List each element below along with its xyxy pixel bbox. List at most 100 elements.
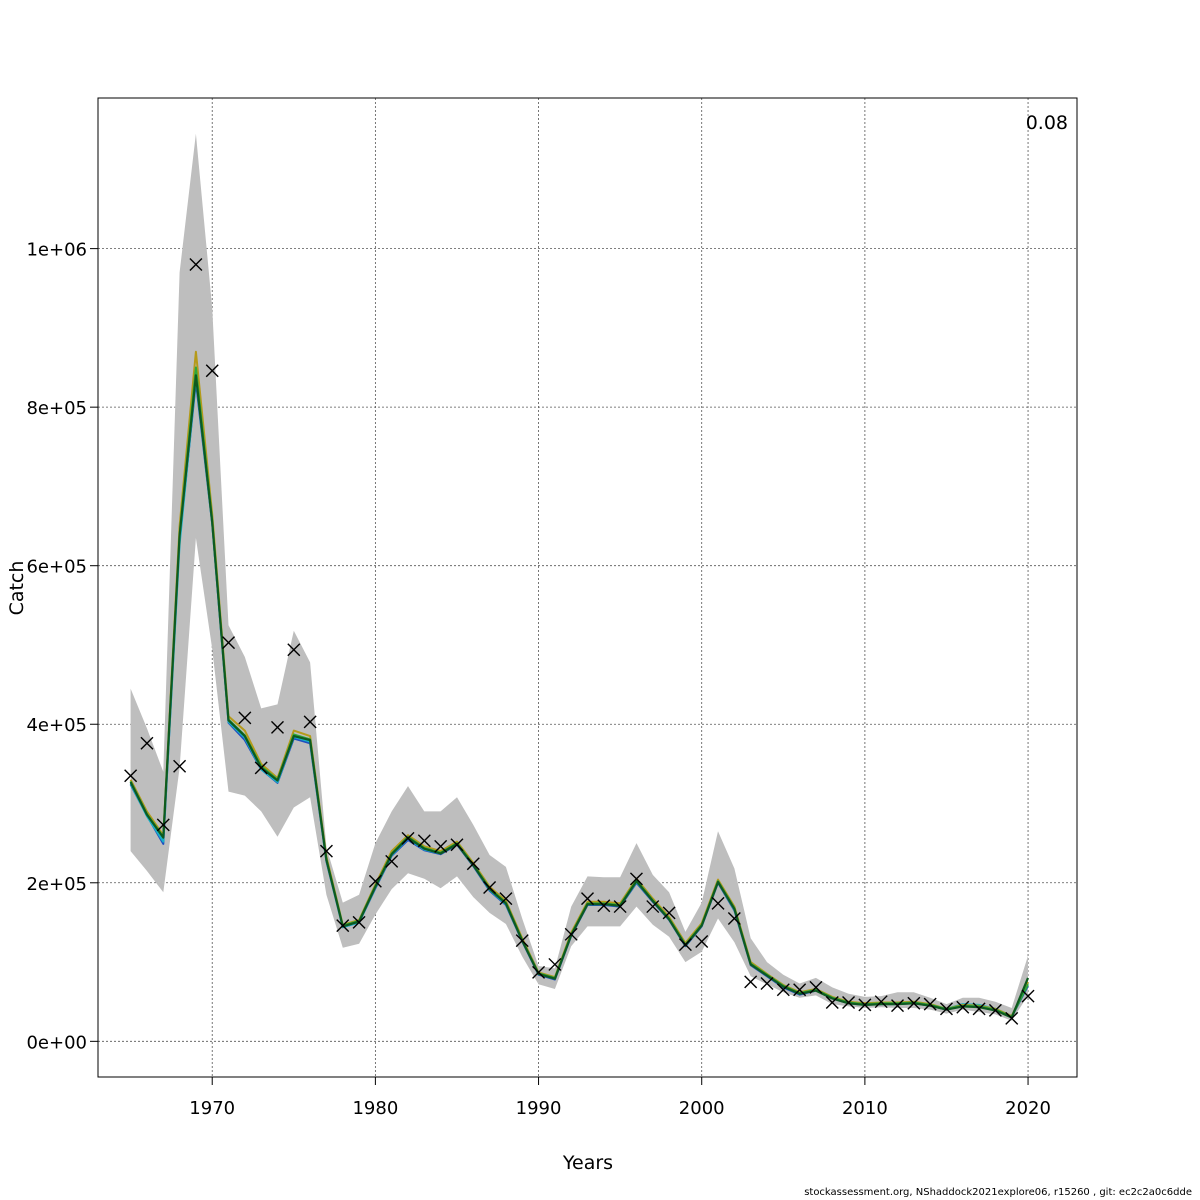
y-tick-label: 2e+05: [26, 874, 87, 895]
x-tick-label: 1980: [352, 1098, 398, 1119]
observed-point-stroke: [939, 1002, 953, 1016]
observed-point-stroke: [1005, 1011, 1019, 1025]
observed-point-stroke: [825, 995, 839, 1009]
observed-point-stroke: [270, 720, 284, 734]
observed-point-stroke: [776, 983, 790, 997]
observed-point-stroke: [417, 834, 431, 848]
observed-point-stroke: [189, 257, 203, 271]
observed-point-stroke: [124, 769, 138, 783]
observed-point: [434, 839, 448, 853]
observed-point: [1005, 1011, 1019, 1025]
observed-point: [515, 934, 529, 948]
observed-point-stroke: [548, 957, 562, 971]
observed-point: [597, 899, 611, 913]
x-axis: 1970 1980 1990 2000 2010 2020: [189, 1077, 1051, 1119]
observed-point: [254, 761, 268, 775]
observed-point-stroke: [907, 996, 921, 1010]
observed-point-stroke: [613, 900, 627, 914]
observed-point-stroke: [336, 919, 350, 933]
observed-point: [173, 759, 187, 773]
observed-point-stroke: [793, 983, 807, 997]
x-tick-label: 2020: [1005, 1098, 1051, 1119]
observed-point: [776, 983, 790, 997]
x-tick-label: 1970: [189, 1098, 235, 1119]
observed-point: [727, 911, 741, 925]
observed-point-stroke: [401, 831, 415, 845]
y-tick-label: 0e+00: [26, 1032, 87, 1053]
observed-point: [483, 881, 497, 895]
observed-point: [646, 900, 660, 914]
observed-point-stroke: [499, 892, 513, 906]
observed-point: [238, 711, 252, 725]
observed-point-stroke: [564, 927, 578, 941]
observed-point-stroke: [238, 711, 252, 725]
observed-point-stroke: [858, 998, 872, 1012]
observed-point-stroke: [711, 896, 725, 910]
observed-point: [809, 980, 823, 994]
observed-point-stroke: [156, 818, 170, 832]
observed-point-stroke: [483, 881, 497, 895]
observed-point-stroke: [891, 999, 905, 1013]
observed-point: [417, 834, 431, 848]
observed-point: [189, 257, 203, 271]
observed-point-stroke: [173, 759, 187, 773]
observed-point: [499, 892, 513, 906]
observed-point: [466, 857, 480, 871]
observed-point: [744, 975, 758, 989]
observed-point-stroke: [809, 980, 823, 994]
observed-point: [695, 934, 709, 948]
observed-point: [842, 995, 856, 1009]
observed-point: [287, 643, 301, 657]
observed-point-stroke: [254, 761, 268, 775]
observed-point-stroke: [368, 874, 382, 888]
observed-point-stroke: [466, 857, 480, 871]
observed-point: [760, 976, 774, 990]
observed-point: [939, 1002, 953, 1016]
observed-point: [793, 983, 807, 997]
observed-point-stroke: [988, 1003, 1002, 1017]
observed-point: [564, 927, 578, 941]
observed-point-stroke: [923, 997, 937, 1011]
observed-points: [124, 257, 1035, 1025]
observed-point: [303, 715, 317, 729]
observed-point-stroke: [581, 892, 594, 906]
observed-point-stroke: [140, 736, 154, 750]
observed-point-stroke: [727, 911, 741, 925]
observed-point-stroke: [972, 1002, 986, 1016]
observed-point: [548, 957, 562, 971]
observed-point: [956, 1000, 970, 1014]
observed-point: [140, 736, 154, 750]
y-tick-label: 8e+05: [26, 398, 87, 419]
observed-point-stroke: [450, 838, 464, 852]
footer-credit: stockassessment.org, NShaddock2021explor…: [804, 1187, 1192, 1198]
observed-point-stroke: [662, 906, 676, 920]
observed-point-stroke: [695, 934, 709, 948]
observed-point-stroke: [1021, 989, 1035, 1003]
observed-point: [352, 915, 366, 929]
observed-point: [613, 900, 627, 914]
observed-point-stroke: [352, 915, 366, 929]
observed-point: [319, 844, 333, 858]
observed-point-stroke: [287, 643, 301, 657]
observed-point-stroke: [760, 976, 774, 990]
observed-point-stroke: [434, 839, 448, 853]
observed-point: [401, 831, 415, 845]
observed-point: [711, 896, 725, 910]
observed-point: [124, 769, 138, 783]
observed-point: [385, 854, 399, 868]
observed-point-stroke: [597, 899, 611, 913]
series-line-3: [129, 350, 1029, 1017]
y-tick-label: 6e+05: [26, 557, 87, 578]
x-tick-label: 2010: [842, 1098, 888, 1119]
series-lines: [129, 350, 1030, 1019]
observed-point-stroke: [205, 364, 219, 378]
y-tick-label: 1e+06: [26, 240, 87, 261]
observed-point: [972, 1002, 986, 1016]
observed-point-stroke: [515, 934, 529, 948]
observed-point-stroke: [319, 844, 333, 858]
y-axis: 0e+00 2e+05 4e+05 6e+05 8e+05 1e+06: [26, 240, 98, 1053]
observed-point-stroke: [956, 1000, 970, 1014]
observed-point-stroke: [532, 965, 546, 979]
observed-point-stroke: [874, 995, 888, 1009]
